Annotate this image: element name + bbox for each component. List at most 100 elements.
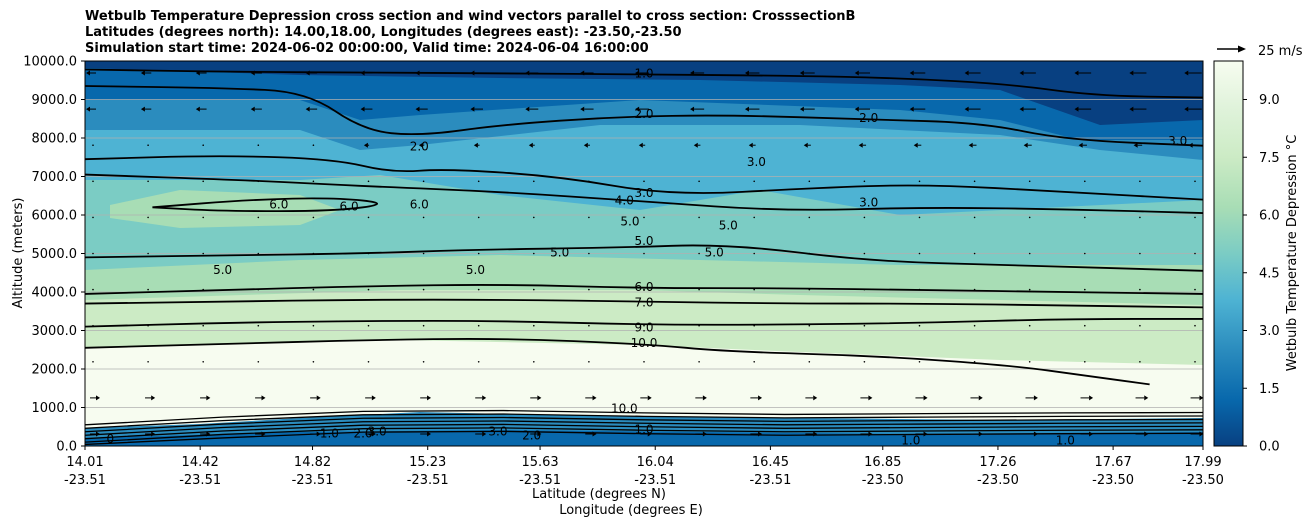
wind-vector-head — [758, 395, 763, 401]
wind-vector-head — [525, 106, 530, 112]
x-tick-label-lat: 16.45 — [752, 455, 789, 470]
wind-vector — [1139, 252, 1141, 255]
wind-vector-head — [635, 106, 640, 112]
colorbar-ticks: 0.0 1.5 3.0 4.5 6.0 7.5 9.0 — [1243, 93, 1280, 455]
y-tick-label: 2000.0 — [32, 363, 78, 378]
colorbar-tick-label: 6.0 — [1259, 209, 1280, 224]
x-tick-label-lon: -23.51 — [179, 473, 221, 488]
contour-line — [85, 284, 1203, 295]
wind-vector — [533, 252, 535, 255]
x-tick-label-lon: -23.51 — [292, 473, 334, 488]
wind-vector-head — [702, 395, 707, 401]
wind-vector — [918, 252, 921, 255]
wind-vector — [698, 252, 700, 255]
wind-vector — [973, 252, 976, 255]
contour-label: 3.0 — [488, 425, 507, 439]
wind-vector — [312, 180, 315, 183]
wind-vector-head — [482, 395, 487, 401]
contour-label: 2.0 — [410, 140, 429, 154]
x-tick-label-lon: -23.51 — [634, 473, 676, 488]
wind-vector-head — [360, 106, 365, 112]
wind-vector-head — [868, 395, 873, 401]
wind-vector — [863, 216, 866, 219]
wind-vector — [588, 361, 590, 363]
wind-vector — [1194, 288, 1196, 291]
colorbar — [1213, 60, 1244, 447]
wind-vector — [92, 288, 94, 291]
wind-vector-head — [1089, 395, 1094, 401]
wind-vector — [1139, 288, 1141, 291]
wind-vector — [1139, 324, 1141, 327]
wind-vector — [643, 252, 645, 255]
wind-vector — [973, 216, 976, 219]
wind-vector-head — [86, 70, 90, 76]
wind-vector-head — [592, 395, 597, 401]
wind-vector-head — [418, 142, 423, 148]
wind-vector — [643, 288, 645, 291]
wind-vector-head — [647, 395, 652, 401]
wind-vector-head — [415, 106, 420, 112]
contour-line — [85, 318, 1203, 328]
contour-label: 2.0 — [634, 107, 653, 121]
contour-labels: 1.02.02.02.03.03.03.03.04.05.05.05.05.0 5… — [106, 66, 1187, 447]
wind-vector-head — [528, 142, 533, 148]
wind-vector — [257, 324, 260, 327]
contour-line — [85, 85, 1203, 147]
contour-label: 1.0 — [320, 426, 339, 440]
x-tick-label-lat: 16.85 — [864, 455, 901, 470]
wind-vector — [477, 180, 480, 183]
colorbar-tick-label: 9.0 — [1259, 93, 1280, 108]
wind-vector — [367, 216, 370, 219]
contour-label: 3.0 — [747, 155, 766, 169]
wind-vector — [367, 180, 370, 183]
wind-vector — [1028, 361, 1031, 363]
wind-vector-head — [261, 395, 266, 401]
contour-label: 2.0 — [859, 111, 878, 125]
wind-vector-head — [96, 395, 100, 401]
contour-label: 1.0 — [901, 433, 920, 447]
wind-vector — [533, 180, 535, 183]
wind-vector-head — [799, 106, 804, 112]
wind-vector-head — [1019, 70, 1024, 76]
title-line-3: Simulation start time: 2024-06-02 00:00:… — [85, 41, 649, 56]
wind-vector — [1084, 180, 1086, 183]
contour-line-surface — [85, 430, 1203, 446]
wind-vector-head — [583, 142, 588, 148]
y-axis: 0.0 1000.0 2000.0 3000.0 4000.0 5000.0 6000.0 7… — [23, 55, 85, 455]
x-tick-label-lon: -23.50 — [862, 473, 904, 488]
wind-vector — [643, 324, 645, 327]
wind-vector — [422, 361, 425, 363]
wind-vector-head — [580, 106, 585, 112]
wind-vector — [753, 288, 755, 291]
wind-vector — [808, 361, 811, 363]
colorbar-label: Wetbulb Temperature Depression °C — [1285, 135, 1300, 372]
wind-vector-head — [1074, 70, 1079, 76]
wind-vector — [422, 288, 425, 291]
y-tick-label: 9000.0 — [32, 93, 78, 108]
x-axis-label-lon: Longitude (degrees E) — [559, 503, 703, 518]
wind-vector — [918, 216, 921, 219]
x-tick-label-lat: 14.01 — [66, 455, 103, 470]
title-line-1: Wetbulb Temperature Depression cross sec… — [85, 9, 856, 24]
wind-vector — [918, 324, 921, 327]
contour-label: 1.0 — [634, 66, 653, 80]
wind-vector — [202, 144, 204, 146]
wind-vector-head — [371, 395, 376, 401]
contour-label: 7.0 — [634, 296, 653, 310]
contour-label: 5.0 — [705, 246, 724, 260]
wind-vector — [1194, 216, 1196, 219]
wind-vector — [257, 361, 260, 363]
wind-vector-head — [140, 106, 145, 112]
wind-vector-head — [909, 106, 914, 112]
wind-vector — [1028, 216, 1031, 219]
contour-label: 5.0 — [634, 234, 653, 248]
wind-vector — [1194, 252, 1196, 255]
wind-vector — [808, 216, 811, 219]
wind-vector — [1139, 216, 1141, 219]
wind-vector — [918, 180, 921, 183]
field-band-darkest — [85, 61, 1203, 125]
wind-vector-head — [195, 106, 200, 112]
wind-vector — [918, 361, 921, 363]
wind-vector — [808, 180, 811, 183]
chart-title: Wetbulb Temperature Depression cross sec… — [85, 9, 855, 57]
